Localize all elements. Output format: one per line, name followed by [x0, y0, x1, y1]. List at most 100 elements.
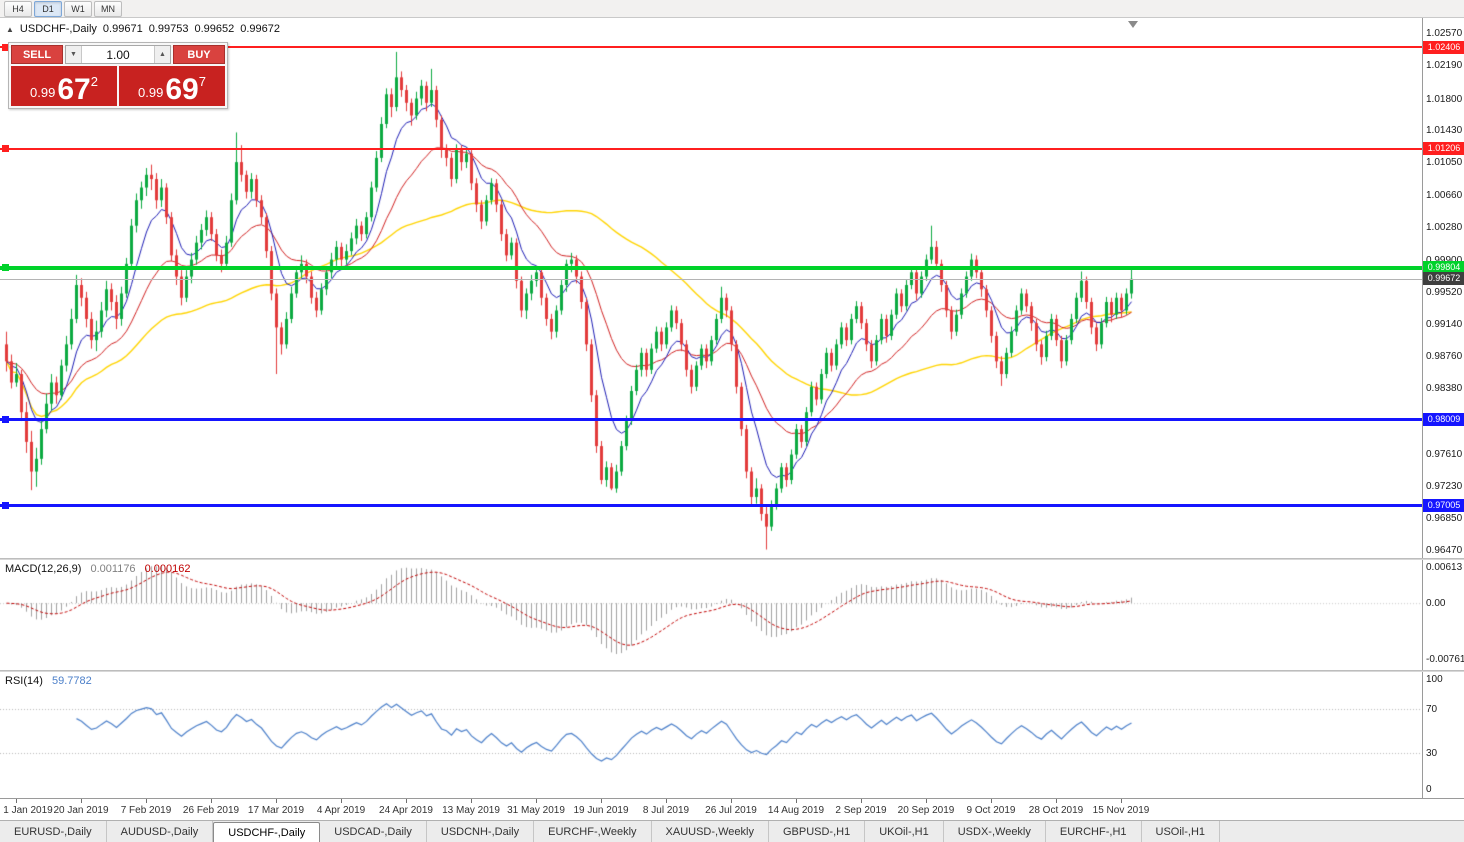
price-axis-label: 1.02190	[1426, 60, 1463, 72]
date-tick	[1056, 799, 1057, 803]
date-axis-label: 4 Apr 2019	[316, 805, 366, 816]
period-toolbar: H4 D1 W1 MN	[0, 0, 1464, 18]
pivot-line-green-anchor[interactable]	[2, 264, 9, 272]
period-button-d1[interactable]: D1	[34, 0, 62, 17]
period-button-w1[interactable]: W1	[64, 0, 92, 17]
tab-audusd-daily[interactable]: AUDUSD-,Daily	[106, 821, 214, 842]
price-line-badge: 1.01206	[1423, 142, 1464, 156]
date-tick	[471, 799, 472, 803]
ohlc-open: 0.99671	[102, 23, 143, 35]
tab-ukoil-h1[interactable]: UKOil-,H1	[865, 821, 944, 842]
tab-xauusd-weekly[interactable]: XAUUSD-,Weekly	[651, 821, 769, 842]
tab-usoil-h1[interactable]: USOil-,H1	[1141, 821, 1221, 842]
tab-eurusd-daily[interactable]: EURUSD-,Daily	[0, 821, 107, 842]
tab-usdcad-daily[interactable]: USDCAD-,Daily	[320, 821, 427, 842]
macd-canvas[interactable]	[0, 560, 1422, 670]
panel-divider-rsi[interactable]	[0, 670, 1464, 672]
volume-decrease-button[interactable]: ▼	[66, 46, 82, 63]
date-axis-label: 24 Apr 2019	[379, 805, 433, 816]
sell-price-big: 67	[57, 73, 91, 106]
macd-name: MACD(12,26,9)	[5, 563, 82, 575]
support-line-2-anchor[interactable]	[2, 501, 9, 509]
rsi-axis: 100 70 30 0	[1422, 672, 1464, 798]
date-tick	[16, 799, 17, 803]
price-axis-label: 0.97610	[1426, 448, 1463, 460]
price-line-badge: 0.97005	[1423, 498, 1464, 512]
ohlc-close: 0.99672	[240, 23, 280, 35]
support-line-2[interactable]	[0, 501, 1422, 509]
price-axis-label: 0.96470	[1426, 545, 1463, 557]
date-axis-label: 8 Jul 2019	[642, 805, 690, 816]
rsi-axis-label: 100	[1426, 674, 1443, 685]
price-axis-label: 0.98380	[1426, 383, 1463, 395]
tab-usdcnh-daily[interactable]: USDCNH-,Daily	[426, 821, 535, 842]
macd-axis-label: 0.00613	[1426, 562, 1463, 573]
price-axis-label: 1.00660	[1426, 190, 1463, 202]
date-tick	[211, 799, 212, 803]
chart-tab-bar: EURUSD-,Daily AUDUSD-,Daily USDCHF-,Daily U…	[0, 820, 1464, 842]
date-tick	[861, 799, 862, 803]
macd-axis-label: -0.00761	[1426, 654, 1464, 665]
date-tick	[991, 799, 992, 803]
buy-price-quote[interactable]: 0.99 69 7	[119, 66, 225, 106]
buy-price-prefix: 0.99	[138, 85, 164, 100]
rsi-canvas[interactable]	[0, 672, 1422, 798]
macd-axis-label: 0.00	[1426, 598, 1446, 610]
price-axis-label: 1.02570	[1426, 28, 1463, 40]
date-tick	[1121, 799, 1122, 803]
date-axis-label: 9 Oct 2019	[966, 805, 1016, 816]
date-tick	[406, 799, 407, 803]
date-axis-label: 1 Jan 2019	[3, 805, 53, 816]
pivot-line-green[interactable]	[0, 264, 1422, 272]
date-axis-label: 7 Feb 2019	[120, 805, 172, 816]
date-axis-label: 14 Aug 2019	[767, 805, 825, 816]
current-price-badge: 0.99672	[1423, 272, 1464, 286]
date-tick	[796, 799, 797, 803]
price-axis: 1.02570 1.02190 1.01800 1.01430 1.01050 1.006…	[1422, 18, 1464, 558]
resistance-line-1-anchor[interactable]	[2, 43, 9, 51]
rsi-axis-label: 30	[1426, 748, 1438, 759]
date-axis-label: 31 May 2019	[507, 805, 565, 816]
tab-eurchf-weekly[interactable]: EURCHF-,Weekly	[534, 821, 652, 842]
rsi-axis-label: 0	[1426, 784, 1432, 795]
tab-usdchf-daily[interactable]: USDCHF-,Daily	[213, 822, 321, 842]
resistance-line-1[interactable]	[0, 43, 1422, 51]
price-chart-canvas[interactable]	[0, 18, 1422, 558]
period-button-mn[interactable]: MN	[94, 0, 122, 17]
price-axis-label: 0.96850	[1426, 513, 1463, 525]
tab-gbpusd-h1[interactable]: GBPUSD-,H1	[768, 821, 866, 842]
price-line-badge: 1.02406	[1423, 40, 1464, 54]
resistance-line-2-anchor[interactable]	[2, 145, 9, 153]
buy-button[interactable]: BUY	[173, 45, 225, 64]
date-tick	[146, 799, 147, 803]
date-axis-label: 2 Sep 2019	[835, 805, 887, 816]
one-click-panel-toggle-icon[interactable]: ▲	[6, 24, 14, 34]
resistance-line-2[interactable]	[0, 145, 1422, 153]
date-tick	[731, 799, 732, 803]
rsi-panel: 100 70 30 0 RSI(14) 59.7782	[0, 672, 1464, 798]
date-tick	[666, 799, 667, 803]
chart-shift-marker-icon[interactable]	[1128, 21, 1138, 28]
price-axis-label: 1.01800	[1426, 93, 1463, 105]
sell-button[interactable]: SELL	[11, 45, 63, 64]
period-button-h4[interactable]: H4	[4, 0, 32, 17]
support-line-1-anchor[interactable]	[2, 416, 9, 424]
price-axis-label: 1.01050	[1426, 157, 1463, 169]
date-axis-label: 20 Jan 2019	[53, 805, 109, 816]
price-axis-label: 0.97230	[1426, 480, 1463, 492]
date-axis-label: 26 Jul 2019	[705, 805, 757, 816]
date-tick	[276, 799, 277, 803]
tab-usdx-weekly[interactable]: USDX-,Weekly	[943, 821, 1046, 842]
rsi-label: RSI(14) 59.7782	[5, 675, 92, 687]
sell-price-quote[interactable]: 0.99 67 2	[11, 66, 117, 106]
date-axis-label: 15 Nov 2019	[1092, 805, 1150, 816]
price-axis-label: 0.99520	[1426, 286, 1463, 298]
panel-divider-macd[interactable]	[0, 558, 1464, 560]
volume-increase-button[interactable]: ▲	[154, 46, 170, 63]
volume-input[interactable]	[82, 46, 154, 63]
support-line-1[interactable]	[0, 416, 1422, 424]
macd-signal-value: 0.000162	[144, 563, 191, 575]
tab-eurchf-h1[interactable]: EURCHF-,H1	[1045, 821, 1142, 842]
buy-price-pip: 7	[198, 74, 206, 89]
date-axis-label: 20 Sep 2019	[897, 805, 955, 816]
